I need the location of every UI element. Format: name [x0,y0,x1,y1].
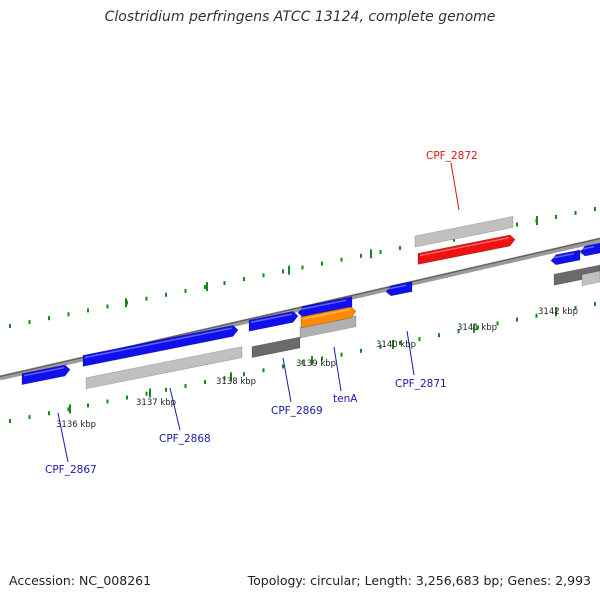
cds-arrow-cpf2867-shape [21,364,71,385]
scale-label: 3137 kbp [136,398,176,408]
gene-leader-line [333,346,342,392]
cds-arrow-cpf2869-shape [248,311,299,332]
accession-label: Accession: NC_008261 [9,573,152,588]
gene-leader-line [450,162,460,211]
genome-summary: Topology: circular; Length: 3,256,683 bp… [247,573,591,588]
gene-arrow-tenA-shine [302,308,351,320]
scale-label: 3136 kbp [56,420,96,430]
cds-arrow-right-1-shine [552,252,575,259]
feature-arrow-layer [21,234,600,385]
cds-arrow-right-1 [550,249,581,266]
gene-leader-line [57,412,69,463]
gene-span-bar [581,270,600,286]
gene-labels-layer: CPF_2867 CPF_2868 CPF_2869 tenA CPF_2871 CPF_… [45,150,478,476]
cds-arrow-cpf2872 [417,234,516,265]
cds-arrow-cpf2872-shape [417,234,516,265]
scale-labels-layer: 3136 kbp 3137 kbp 3138 kbp 3139 kbp 3140 kbp… [56,307,578,430]
cds-arrow-right-2-shape [579,242,600,257]
gene-span-bar [414,216,514,248]
cds-arrow-cpf2868-shape [82,325,239,367]
gene-leader-line [169,387,181,431]
cds-arrow-tenA-upstream-shine [299,299,347,311]
cds-arrow-cpf2869 [248,311,299,332]
cds-arrow-cpf2871 [385,281,413,297]
gene-label: CPF_2868 [159,433,211,445]
scale-label: 3138 kbp [216,377,256,387]
cds-arrow-right-2-shine [581,245,595,250]
gene-label: tenA [333,393,358,405]
gene-span-bar [85,346,243,390]
gene-label: CPF_2872 [426,150,478,162]
cds-arrow-cpf2869-shine [250,313,293,324]
cds-arrow-cpf2867-shine [23,366,65,377]
gene-label: CPF_2867 [45,464,97,476]
gene-arrow-tenA-shape [300,306,357,329]
gene-span-layer [85,216,600,390]
cds-arrow-cpf2871-shine [387,284,407,290]
scale-label: 3139 kbp [296,359,336,369]
cds-arrow-cpf2867 [21,364,71,385]
gene-span-bar [553,264,600,286]
scale-label: 3140 kbp [376,340,416,350]
scale-label: 3142 kbp [538,307,578,317]
scale-label: 3141 kbp [457,323,497,333]
cds-arrow-cpf2871-shape [385,281,413,297]
cds-arrow-cpf2868 [82,325,239,367]
cds-arrow-cpf2868-shine [84,327,233,359]
gene-leader-line [282,357,292,403]
cds-arrow-right-2 [579,242,600,257]
gene-label: CPF_2869 [271,405,323,417]
genome-title: Clostridium perfringens ATCC 13124, comp… [104,9,496,25]
cds-arrow-cpf2872-shine [419,236,510,257]
cds-arrow-right-1-shape [550,249,581,266]
gene-leader-line [406,330,415,376]
gene-span-bar [251,336,301,358]
gene-label: CPF_2871 [395,378,447,390]
gene-arrow-tenA [300,306,357,329]
